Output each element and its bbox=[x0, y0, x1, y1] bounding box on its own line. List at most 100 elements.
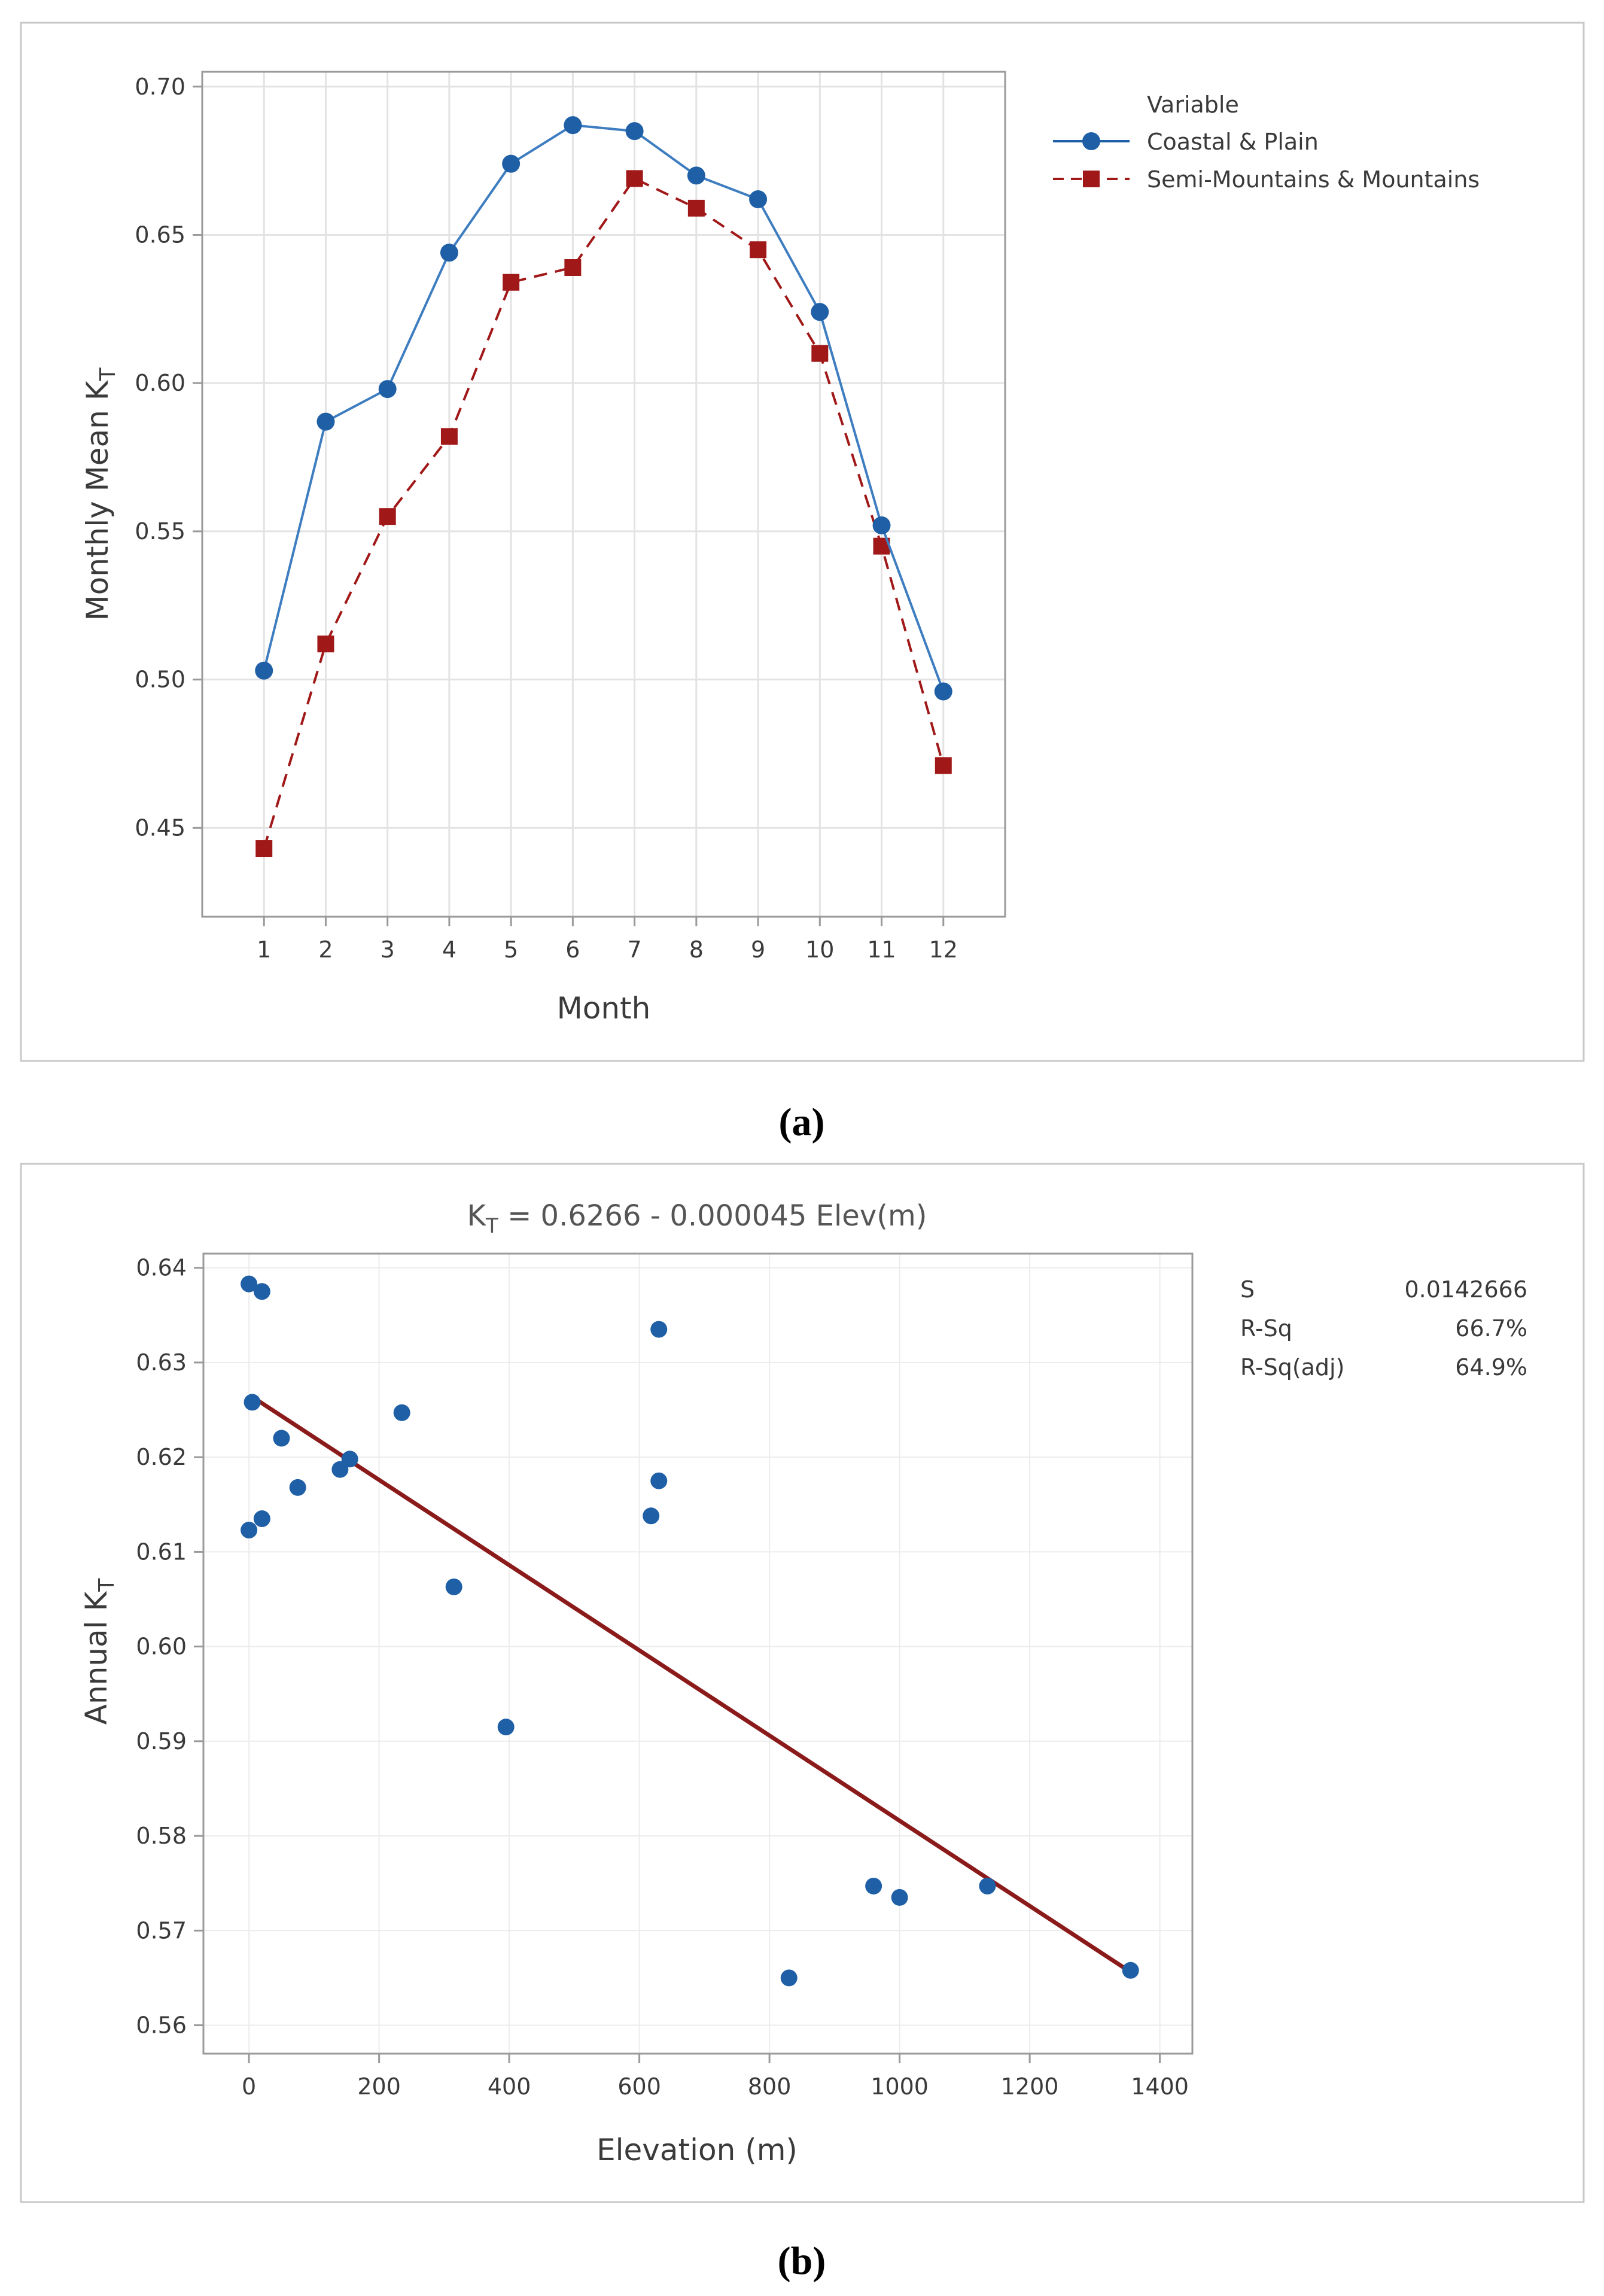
scatter-point bbox=[244, 1394, 261, 1411]
scatter-point bbox=[241, 1275, 258, 1293]
data-point-coastal-plain bbox=[687, 166, 705, 185]
data-point-coastal-plain bbox=[934, 682, 952, 701]
data-point-coastal-plain bbox=[316, 412, 335, 431]
panel-a-x-axis-label: Month bbox=[557, 991, 651, 1026]
y-tick-label: 0.55 bbox=[135, 518, 185, 545]
scatter-point bbox=[393, 1404, 410, 1421]
scatter-point bbox=[497, 1719, 515, 1736]
panel-b-frame bbox=[20, 1163, 1585, 2203]
legend-label-coastal-plain: Coastal & Plain bbox=[1147, 129, 1319, 155]
x-tick-label: 9 bbox=[751, 936, 765, 963]
x-tick-label: 400 bbox=[488, 2073, 531, 2100]
data-point-semi-mountains bbox=[935, 757, 952, 774]
stat-value-rsq: 66.7% bbox=[1455, 1315, 1527, 1342]
legend-title: Variable bbox=[1147, 92, 1239, 118]
stat-label-s: S bbox=[1240, 1276, 1255, 1303]
series-semi-mountains bbox=[255, 170, 952, 857]
x-tick-label: 1200 bbox=[1001, 2073, 1059, 2100]
x-tick-label: 6 bbox=[565, 936, 580, 963]
series-coastal-plain-line bbox=[263, 124, 945, 692]
panel-b-plot-area bbox=[202, 1252, 1194, 2055]
y-tick-label: 0.59 bbox=[136, 1728, 187, 1754]
series-semi-mountains-line bbox=[263, 177, 945, 849]
data-point-semi-mountains bbox=[317, 635, 334, 653]
regression-line bbox=[254, 1397, 1132, 1974]
scatter-point bbox=[289, 1479, 306, 1496]
data-point-semi-mountains bbox=[626, 170, 643, 187]
stat-label-rsq-adj: R-Sq(adj) bbox=[1240, 1354, 1344, 1380]
y-tick-label: 0.64 bbox=[136, 1255, 187, 1281]
y-tick-label: 0.65 bbox=[135, 221, 185, 248]
scatter-point bbox=[979, 1877, 996, 1894]
caption-a: (a) bbox=[779, 1100, 825, 1144]
x-tick-label: 5 bbox=[504, 936, 518, 963]
chart-panel-a: 0.450.500.550.600.650.70 1 2 3 4 5 6 7 8 9 10 11 12… bbox=[20, 22, 1585, 1062]
x-tick-label: 800 bbox=[748, 2073, 792, 2100]
x-tick-label: 1400 bbox=[1131, 2073, 1189, 2100]
scatter-point bbox=[341, 1450, 358, 1468]
panel-a-frame bbox=[20, 22, 1585, 1062]
x-tick-label: 12 bbox=[929, 936, 958, 963]
y-tick-label: 0.45 bbox=[135, 814, 185, 841]
scatter-point bbox=[650, 1472, 668, 1489]
data-point-semi-mountains bbox=[440, 428, 458, 445]
panel-b-title: KT = 0.6266 - 0.000045 Elev(m) bbox=[467, 1199, 927, 1238]
x-tick-label: 1 bbox=[257, 936, 271, 963]
y-tick-label: 0.50 bbox=[135, 667, 185, 693]
scatter-point bbox=[445, 1578, 462, 1595]
panel-a-x-axis: 1 2 3 4 5 6 7 8 9 10 11 12 bbox=[257, 917, 958, 963]
data-point-coastal-plain bbox=[872, 516, 891, 535]
panel-b-y-axis-label: Annual KT bbox=[79, 1578, 119, 1725]
data-point-coastal-plain bbox=[811, 303, 829, 321]
y-tick-label: 0.63 bbox=[136, 1349, 187, 1376]
panel-a-y-axis-label: Monthly Mean KT bbox=[80, 367, 120, 621]
y-tick-label: 0.62 bbox=[136, 1444, 187, 1470]
x-tick-label: 1000 bbox=[871, 2073, 929, 2100]
panel-b-x-axis: 0 200 400 600 800 1000 1200 1400 bbox=[242, 2054, 1189, 2100]
data-point-semi-mountains bbox=[811, 345, 829, 362]
data-point-semi-mountains bbox=[255, 840, 273, 857]
stat-value-s: 0.0142666 bbox=[1405, 1276, 1528, 1303]
caption-b: (b) bbox=[778, 2239, 826, 2283]
scatter-point bbox=[1122, 1962, 1139, 1979]
panel-b-gridlines bbox=[203, 1254, 1192, 2054]
data-point-semi-mountains bbox=[379, 508, 396, 525]
data-point-semi-mountains bbox=[503, 273, 520, 291]
panel-b-x-axis-label: Elevation (m) bbox=[596, 2133, 798, 2167]
legend-label-semi-mountains: Semi-Mountains & Mountains bbox=[1147, 166, 1480, 193]
data-point-coastal-plain bbox=[440, 244, 458, 262]
panel-b-stats-table: S 0.0142666 R-Sq 66.7% R-Sq(adj) 64.9% bbox=[1240, 1276, 1527, 1380]
y-tick-label: 0.56 bbox=[136, 2012, 187, 2039]
data-point-coastal-plain bbox=[255, 661, 273, 680]
x-tick-label: 4 bbox=[442, 936, 456, 963]
x-tick-label: 10 bbox=[805, 936, 834, 963]
data-point-coastal-plain bbox=[625, 122, 644, 141]
data-point-coastal-plain bbox=[564, 116, 582, 135]
x-tick-label: 7 bbox=[628, 936, 642, 963]
panel-a-legend: Variable Coastal & Plain Semi-Mountains … bbox=[1053, 92, 1480, 193]
chart-panel-b: KT = 0.6266 - 0.000045 Elev(m) 0.56 0.57 0… bbox=[20, 1163, 1585, 2203]
y-tick-label: 0.60 bbox=[135, 370, 185, 396]
scatter-point bbox=[650, 1321, 668, 1338]
panel-b-y-axis: 0.56 0.57 0.58 0.59 0.60 0.61 0.62 0.63 0.64 bbox=[136, 1255, 203, 2039]
stat-label-rsq: R-Sq bbox=[1240, 1315, 1292, 1342]
legend-marker-coastal-plain bbox=[1082, 132, 1100, 150]
stat-value-rsq-adj: 64.9% bbox=[1455, 1354, 1527, 1380]
scatter-point bbox=[253, 1510, 270, 1528]
y-tick-label: 0.57 bbox=[136, 1917, 187, 1944]
data-point-coastal-plain bbox=[502, 154, 521, 173]
scatter-point bbox=[891, 1889, 908, 1906]
x-tick-label: 8 bbox=[689, 936, 704, 963]
y-tick-label: 0.70 bbox=[135, 74, 185, 100]
regression-line-group bbox=[254, 1397, 1132, 1974]
data-point-coastal-plain bbox=[749, 190, 768, 209]
y-tick-label: 0.61 bbox=[136, 1538, 187, 1565]
data-point-semi-mountains bbox=[564, 259, 582, 276]
legend-marker-semi-mountains bbox=[1083, 171, 1100, 187]
scatter-point bbox=[643, 1507, 660, 1525]
scatter-point bbox=[241, 1522, 258, 1539]
data-point-coastal-plain bbox=[378, 380, 397, 399]
x-tick-label: 11 bbox=[867, 936, 896, 963]
x-tick-label: 200 bbox=[357, 2073, 401, 2100]
scatter-point bbox=[780, 1969, 798, 1987]
